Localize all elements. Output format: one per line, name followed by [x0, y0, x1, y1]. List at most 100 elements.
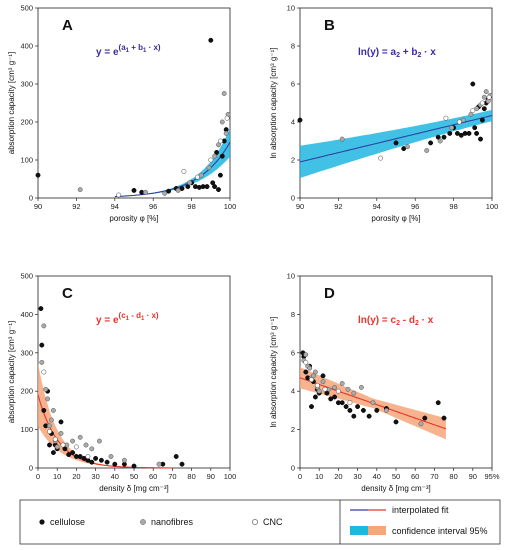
data-point-nanofibres	[468, 111, 474, 117]
data-point-cnc	[73, 444, 79, 450]
fit-line	[37, 394, 173, 469]
data-point-cellulose	[481, 106, 487, 112]
data-point-nanofibres	[77, 187, 83, 193]
data-point-cellulose	[214, 149, 220, 155]
data-point-cnc	[486, 94, 492, 100]
x-axis-label: porosity φ [%]	[371, 214, 420, 223]
x-tick-label: 96	[411, 202, 419, 211]
y-axis-label: ln absorption capacity [cm³ g⁻¹]	[269, 317, 278, 428]
y-tick-label: 0	[29, 194, 33, 203]
panel-letter: C	[62, 285, 73, 302]
data-point-cnc	[456, 119, 462, 125]
data-point-cellulose	[98, 457, 104, 463]
x-axis-label: porosity φ [%]	[109, 214, 158, 223]
data-point-cellulose	[192, 184, 198, 190]
data-point-cnc	[322, 386, 328, 392]
data-point-cellulose	[474, 130, 480, 136]
x-tick-label: 92	[72, 202, 80, 211]
y-tick-label: 8	[291, 42, 295, 51]
plot-frame	[37, 275, 231, 469]
x-tick-label: 100	[224, 202, 237, 211]
data-point-cellulose	[39, 342, 45, 348]
panel-letter: A	[62, 17, 73, 34]
fit-equation: y = e(a1 + b1 · x)	[96, 43, 161, 58]
x-tick-label: 10	[315, 472, 323, 481]
y-tick-label: 500	[20, 272, 33, 281]
data-point-nanofibres	[339, 136, 345, 142]
fit-equation: y = e(c1 - d1 · x)	[96, 311, 159, 326]
legend: cellulose nanofibres CNC interpolated fi…	[19, 499, 501, 545]
x-tick-label: 80	[187, 472, 195, 481]
y-tick-label: 0	[291, 194, 295, 203]
plot-frame	[299, 275, 493, 469]
legend-label-nanofibres: nanofibres	[151, 517, 194, 527]
data-point-cellulose	[219, 153, 225, 159]
data-point-nanofibres	[483, 89, 489, 95]
data-point-cellulose	[470, 81, 476, 87]
data-point-cellulose	[131, 187, 137, 193]
x-axis-label: density δ [mg cm⁻³]	[99, 484, 169, 493]
x-tick-label: 50	[392, 472, 400, 481]
data-point-cellulose	[324, 390, 330, 396]
data-point-nanofibres	[212, 153, 218, 159]
data-point-cellulose	[435, 400, 441, 406]
y-tick-label: 100	[20, 425, 33, 434]
data-point-cnc	[85, 454, 91, 459]
plot-frame	[299, 7, 493, 199]
data-point-cnc	[194, 174, 200, 180]
data-point-cellulose	[38, 306, 44, 312]
x-tick-label: 40	[111, 472, 119, 481]
x-tick-label: 60	[411, 472, 419, 481]
data-point-cellulose	[393, 140, 399, 146]
data-point-nanofibres	[460, 117, 466, 123]
data-point-cnc	[443, 115, 449, 121]
data-point-cellulose	[360, 407, 366, 413]
panel-D: 0 10 20 30 40 50 60 70 80 90 95% 0 2 4 6 8 10 density δ […	[269, 272, 500, 494]
data-point-cellulose	[472, 125, 478, 131]
x-tick-label: 80	[449, 472, 457, 481]
data-point-nanofibres	[474, 106, 480, 112]
y-tick-label: 400	[20, 42, 33, 51]
data-point-nanofibres	[206, 165, 212, 171]
data-point-cellulose	[351, 413, 357, 419]
data-point-cellulose	[89, 459, 95, 465]
y-tick-label: 8	[291, 310, 295, 319]
data-point-cellulose	[77, 454, 83, 459]
data-point-cnc	[314, 382, 320, 388]
data-point-cnc	[479, 100, 485, 106]
data-point-cnc	[378, 155, 384, 161]
data-point-nanofibres	[89, 446, 95, 452]
legend-label-cnc: CNC	[263, 517, 283, 527]
data-point-cnc	[208, 157, 214, 163]
confidence-band	[38, 363, 173, 468]
data-point-cellulose	[185, 184, 191, 190]
plot-frame	[37, 7, 231, 199]
data-point-nanofibres	[77, 434, 83, 440]
data-point-nanofibres	[223, 130, 229, 136]
data-point-cellulose	[173, 454, 179, 459]
y-tick-label: 100	[20, 156, 33, 165]
x-tick-label: 98	[187, 202, 195, 211]
data-point-nanofibres	[45, 396, 51, 402]
data-point-cellulose	[47, 442, 52, 448]
data-point-nanofibres	[339, 381, 345, 386]
panel-C: 0 10 20 30 40 50 60 70 80 90 100 0 100 200 300 400 500 de…	[7, 272, 236, 494]
data-point-cellulose	[466, 130, 472, 136]
legend-marker-cellulose	[39, 519, 45, 525]
fit-equation: ln(y) = a2 + b2 · x	[358, 47, 436, 59]
y-tick-label: 400	[20, 310, 33, 319]
data-point-nanofibres	[310, 373, 316, 379]
confidence-band	[114, 127, 230, 197]
y-tick-label: 2	[291, 156, 295, 165]
x-tick-label: 90	[207, 472, 215, 481]
x-tick-label: 90	[34, 202, 42, 211]
data-point-cnc	[347, 400, 353, 406]
data-point-cellulose	[441, 415, 447, 421]
data-point-cnc	[47, 429, 52, 434]
data-point-cellulose	[210, 180, 216, 186]
x-tick-label: 40	[373, 472, 381, 481]
data-point-cnc	[335, 388, 341, 394]
data-point-cellulose	[212, 184, 218, 190]
legend-marker-nanofibres	[140, 519, 146, 525]
y-tick-label: 6	[291, 80, 295, 89]
